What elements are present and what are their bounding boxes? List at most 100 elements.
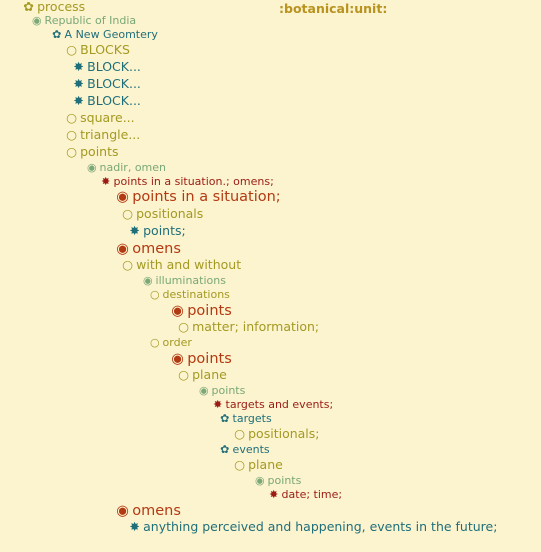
tree-node[interactable]: ○ positionals; xyxy=(233,426,320,441)
tree-node-label: points in a situation; xyxy=(132,189,281,205)
tree-node-label: plane xyxy=(192,367,227,382)
tree-node[interactable]: ◉ omens xyxy=(115,504,181,519)
tree-node-label: BLOCK... xyxy=(87,93,141,108)
circle-icon: ○ xyxy=(122,206,134,221)
tree-node-label: points xyxy=(267,474,302,487)
tree-node[interactable]: ○ plane xyxy=(177,367,227,382)
tree-node-label: BLOCKS xyxy=(80,42,130,57)
circle-icon: ○ xyxy=(178,367,190,382)
asterisk-icon: ✸ xyxy=(73,59,84,74)
asterisk-icon: ✸ xyxy=(73,76,84,91)
tree-node[interactable]: ◉ Republic of India xyxy=(31,15,136,26)
tree-node[interactable]: ◉ illuminations xyxy=(142,275,226,286)
circle-icon: ○ xyxy=(66,110,78,125)
tree-node-label: date; time; xyxy=(281,488,343,501)
tree-node-label: BLOCK... xyxy=(87,59,141,74)
circle-icon: ○ xyxy=(122,257,134,272)
tree-node-label: Republic of India xyxy=(44,14,137,27)
tree-node[interactable]: ✸ points; xyxy=(128,223,186,238)
tree-node-label: points; xyxy=(143,223,186,238)
tree-node[interactable]: ✿ events xyxy=(219,443,270,456)
tree-node-label: process xyxy=(37,0,86,14)
tree-node[interactable]: ○ BLOCKS xyxy=(65,42,130,57)
tree-node[interactable]: ○ matter; information; xyxy=(177,319,319,334)
tree-node[interactable]: ○ points xyxy=(65,144,119,159)
tree-node[interactable]: ○ destinations xyxy=(149,289,230,300)
tree-node[interactable]: ◉ omens xyxy=(115,242,181,257)
tree-node[interactable]: ✸ BLOCK... xyxy=(72,76,141,91)
ring-icon: ◉ xyxy=(171,351,184,367)
tree-node[interactable]: ◉ points xyxy=(170,351,232,367)
tree-node[interactable]: ◉ nadir, omen xyxy=(86,162,166,173)
tree-node[interactable]: ✸ targets and events; xyxy=(212,399,333,410)
tree-node[interactable]: ✸ points in a situation.; omens; xyxy=(100,176,274,187)
tree-node-label: BLOCK... xyxy=(87,76,141,91)
tree-node-label: points xyxy=(187,351,232,367)
tree-node-label: destinations xyxy=(162,288,230,301)
tree-node[interactable]: ✸ BLOCK... xyxy=(72,93,141,108)
asterisk-icon: ✸ xyxy=(101,175,111,188)
tree-node[interactable]: ✿ process xyxy=(22,0,86,14)
asterisk-icon: ✸ xyxy=(129,519,140,534)
tree-node[interactable]: ○ plane xyxy=(233,457,283,472)
tree-node-label: nadir, omen xyxy=(99,161,166,174)
asterisk-icon: ✸ xyxy=(129,223,140,238)
ring-icon: ◉ xyxy=(171,303,184,319)
header-label: :botanical:unit: xyxy=(279,1,388,16)
tree-node-label: targets xyxy=(232,412,272,425)
flower-icon: ✿ xyxy=(220,412,230,425)
tree-node-label: omens xyxy=(132,503,181,519)
tree-node[interactable]: ✸ date; time; xyxy=(268,489,342,500)
asterisk-icon: ✸ xyxy=(269,488,279,501)
tree-node-label: points xyxy=(211,384,246,397)
circle-icon: ○ xyxy=(149,336,160,349)
asterisk-icon: ✸ xyxy=(213,398,223,411)
ring-icon: ◉ xyxy=(142,274,153,287)
tree-node[interactable]: ◉ points xyxy=(198,385,245,396)
tree-node[interactable]: ✸ BLOCK... xyxy=(72,59,141,74)
tree-node[interactable]: ◉ points in a situation; xyxy=(115,189,281,205)
tree-node[interactable]: ◉ points xyxy=(254,475,301,486)
tree-node-label: targets and events; xyxy=(225,398,334,411)
tree-node[interactable]: ○ order xyxy=(149,337,192,348)
flower-icon: ✿ xyxy=(52,28,62,41)
tree-node[interactable]: ○ positionals xyxy=(121,206,204,221)
ring-icon: ◉ xyxy=(116,241,129,257)
tree-node-label: A New Geomtery xyxy=(64,28,158,41)
flower-icon: ✿ xyxy=(220,443,230,456)
ring-icon: ◉ xyxy=(198,384,209,397)
circle-icon: ○ xyxy=(234,457,246,472)
circle-icon: ○ xyxy=(66,42,78,57)
tree-node-label: positionals xyxy=(136,206,204,221)
tree-node-label: anything perceived and happening, events… xyxy=(143,519,498,534)
circle-icon: ○ xyxy=(234,426,246,441)
tree-node-label: plane xyxy=(248,457,283,472)
tree-node-label: order xyxy=(162,336,192,349)
ring-icon: ◉ xyxy=(254,474,265,487)
tree-node-label: with and without xyxy=(136,257,242,272)
tree-node-label: points in a situation.; omens; xyxy=(113,175,274,188)
tree-node-label: square... xyxy=(80,110,135,125)
tree-node-label: points xyxy=(187,303,232,319)
tree-node-label: triangle... xyxy=(80,127,141,142)
tree-node[interactable]: ✿ A New Geomtery xyxy=(51,29,158,40)
circle-icon: ○ xyxy=(66,127,78,142)
ring-icon: ◉ xyxy=(86,161,97,174)
tree-node-label: points xyxy=(80,144,119,159)
asterisk-icon: ✸ xyxy=(73,93,84,108)
ring-icon: ◉ xyxy=(116,189,129,205)
flower-icon: ✿ xyxy=(23,0,34,14)
tree-node[interactable]: ✸ anything perceived and happening, event… xyxy=(128,519,498,534)
tree-node-label: positionals; xyxy=(248,426,320,441)
tree-node[interactable]: ○ with and without xyxy=(121,257,242,272)
tree-node[interactable]: ◉ points xyxy=(170,303,232,319)
circle-icon: ○ xyxy=(66,144,78,159)
tree-node-label: events xyxy=(232,443,270,456)
circle-icon: ○ xyxy=(178,319,190,334)
tree-node[interactable]: ○ square... xyxy=(65,110,135,125)
tree-node-label: illuminations xyxy=(155,274,226,287)
tree-node[interactable]: ○ triangle... xyxy=(65,127,141,142)
circle-icon: ○ xyxy=(149,288,160,301)
tree-node[interactable]: ✿ targets xyxy=(219,413,272,424)
ring-icon: ◉ xyxy=(116,503,129,519)
